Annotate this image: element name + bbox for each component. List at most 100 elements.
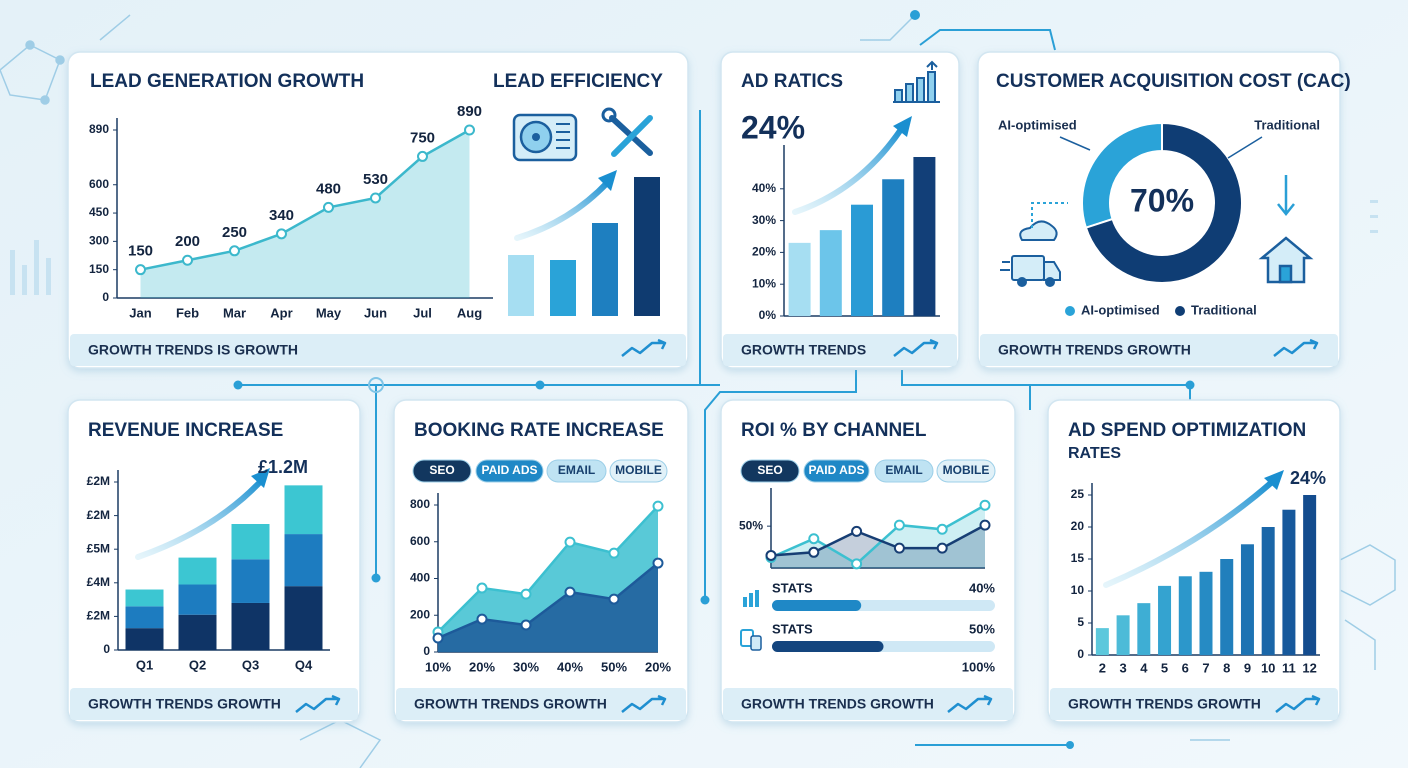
x-tick-label: Jun — [364, 305, 387, 320]
footer-band — [723, 334, 957, 366]
point — [417, 150, 428, 162]
line — [770, 524, 986, 557]
x-tick-label: 11 — [1282, 660, 1296, 675]
y-tick-label: 15 — [1071, 551, 1085, 565]
data-label: 750 — [410, 129, 435, 146]
y-tick-label: £2M — [87, 609, 110, 623]
y-tick-label: 450 — [89, 205, 109, 219]
footer-bands — [70, 334, 1338, 720]
bar — [1303, 495, 1317, 655]
tab — [936, 459, 996, 483]
bar — [1261, 527, 1275, 655]
y-tick-label: 800 — [410, 497, 430, 511]
footer-band — [1050, 688, 1338, 720]
point — [979, 519, 991, 531]
progress-fill — [772, 600, 862, 611]
bar — [788, 242, 811, 316]
y-tick-label: 0 — [102, 290, 109, 304]
footer-text: GROWTH TRENDS GROWTH — [741, 696, 934, 712]
tab-label: PAID ADS — [808, 463, 864, 477]
point — [851, 558, 863, 570]
tab-label: MOBILE — [615, 463, 662, 477]
chart-title: LEAD GENERATION GROWTH — [90, 71, 364, 92]
area — [771, 525, 985, 568]
point — [608, 547, 620, 559]
chart-title: LEAD EFFICIENCY — [493, 71, 663, 92]
progress-value: 40% — [969, 580, 995, 595]
x-tick-label: 3 — [1119, 660, 1126, 675]
x-tick-label: 5 — [1161, 660, 1168, 675]
progress-label: STATS — [772, 580, 813, 595]
connector-dots — [233, 10, 1195, 749]
legend-label: Traditional — [1191, 302, 1257, 317]
y-tick-label: £2M — [87, 474, 110, 488]
point — [808, 533, 820, 545]
footer-text: GROWTH TRENDS GROWTH — [88, 696, 281, 712]
arrow-heads — [251, 116, 1284, 490]
tab — [609, 459, 668, 483]
bar — [592, 223, 618, 316]
bar-segment — [125, 628, 164, 650]
data-label: 250 — [222, 224, 247, 241]
point — [476, 613, 488, 625]
chart-title: BOOKING RATE INCREASE — [414, 420, 664, 441]
bar-segment — [178, 557, 217, 585]
point — [893, 542, 905, 554]
bar-segment — [284, 534, 323, 587]
bar-segment — [231, 559, 270, 603]
chart-title: AD SPEND OPTIMIZATION — [1068, 420, 1306, 441]
footer-band — [70, 688, 358, 720]
y-tick-label: 10 — [1071, 583, 1085, 597]
footer-band — [980, 334, 1338, 366]
x-tick-label: Q2 — [189, 657, 206, 672]
tab-label: EMAIL — [885, 463, 922, 477]
annotation: 24% — [1290, 468, 1326, 488]
x-tick-label: 9 — [1244, 660, 1251, 675]
footer-band — [70, 334, 686, 366]
y-tick-label: 50% — [739, 518, 763, 532]
chart-title: CUSTOMER ACQUISITION COST (CAC) — [996, 71, 1351, 92]
x-tick-label: Mar — [223, 305, 246, 320]
point — [370, 192, 381, 204]
tab — [475, 459, 544, 483]
bar — [1116, 615, 1130, 655]
y-tick-label: 25 — [1071, 487, 1085, 501]
y-tick-label: £5M — [87, 541, 110, 555]
x-tick-label: Q1 — [136, 657, 153, 672]
legend-label: AI-optimised — [1081, 302, 1160, 317]
point — [520, 619, 532, 631]
point — [520, 588, 532, 600]
house-icon — [1258, 175, 1314, 284]
legend-swatch — [1065, 306, 1075, 316]
line — [437, 562, 659, 640]
point — [936, 523, 948, 535]
tab-label: EMAIL — [558, 463, 595, 477]
y-tick-label: 0% — [759, 308, 777, 322]
x-tick-label: 6 — [1182, 660, 1189, 675]
y-tick-label: 600 — [410, 534, 430, 548]
x-tick-label: Aug — [457, 305, 482, 320]
x-tick-label: 4 — [1140, 660, 1148, 675]
y-tick-label: 30% — [752, 213, 776, 227]
bar-segment — [231, 524, 270, 560]
chart-subtitle: RATES — [1068, 445, 1121, 462]
bar-segment — [178, 614, 217, 650]
x-tick-label: 50% — [601, 659, 627, 674]
bar — [550, 260, 576, 316]
bar — [1095, 628, 1109, 655]
area — [140, 130, 470, 298]
tab — [546, 459, 607, 483]
y-tick-label: 300 — [89, 234, 109, 248]
point — [464, 124, 475, 136]
bar — [1137, 603, 1151, 655]
connectors — [238, 29, 1191, 746]
point — [229, 245, 240, 257]
stats-icons — [740, 590, 762, 651]
bar — [851, 204, 873, 316]
x-tick-label: Apr — [270, 305, 292, 320]
bar-segment — [231, 602, 270, 650]
point — [893, 519, 905, 531]
point — [564, 536, 576, 548]
x-tick-label: May — [316, 305, 342, 320]
bar-segment — [125, 606, 164, 629]
